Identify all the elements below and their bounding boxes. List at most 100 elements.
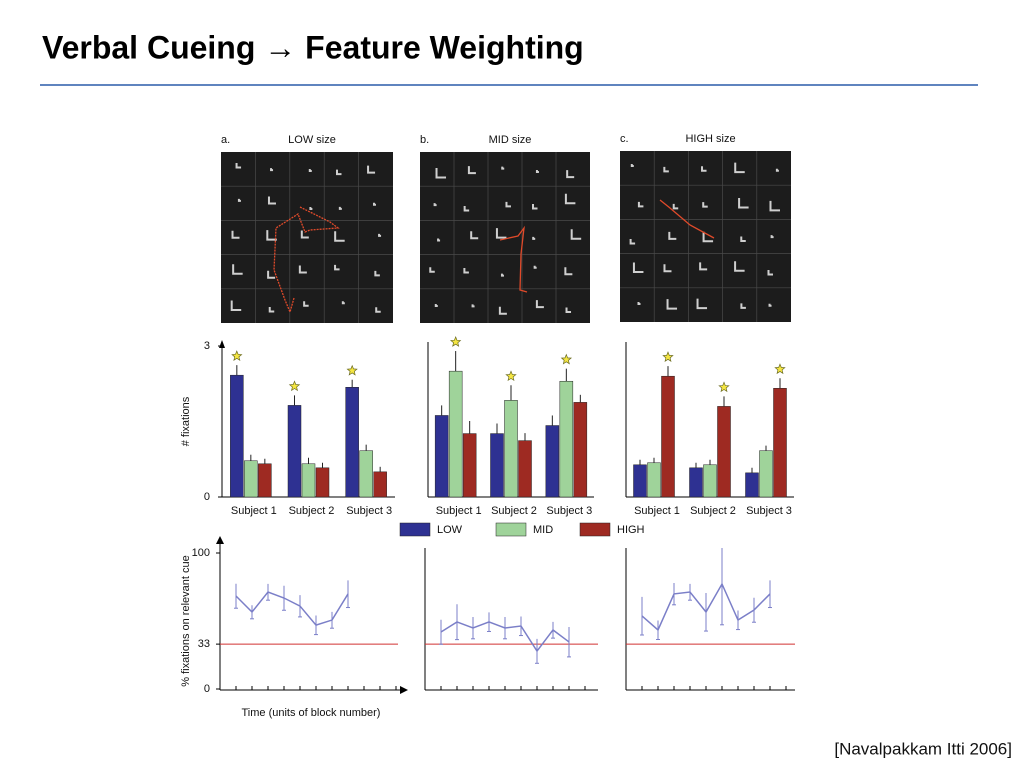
l-shape — [429, 267, 435, 273]
l-shape — [532, 203, 538, 210]
data-line — [641, 582, 771, 632]
cue-star — [718, 381, 730, 393]
x-tick-label: Subject 2 — [491, 505, 537, 517]
l-shape — [505, 201, 511, 208]
x-tick-label: Subject 2 — [289, 505, 335, 517]
l-shape — [232, 264, 243, 275]
l-shape — [770, 235, 774, 239]
l-shape — [437, 238, 441, 242]
bar — [661, 375, 675, 498]
bar — [633, 464, 647, 498]
l-shape — [309, 206, 313, 210]
l-shape — [734, 162, 745, 174]
l-shape — [267, 270, 276, 279]
bar — [773, 388, 787, 498]
l-shape — [374, 270, 380, 277]
x-tick-label: Subject 3 — [546, 505, 592, 517]
l-shape — [434, 304, 438, 308]
bar — [490, 433, 504, 498]
data-line — [440, 621, 570, 653]
l-shape — [471, 304, 475, 308]
display-background — [620, 151, 791, 322]
l-shape — [463, 205, 470, 212]
l-shape — [341, 301, 345, 305]
y-tick-label: 100 — [192, 547, 210, 559]
y-tick-label: 33 — [198, 638, 210, 650]
bar — [244, 460, 258, 498]
cue-star — [774, 363, 786, 375]
panel-label: HIGH size — [685, 133, 735, 145]
cue-star — [231, 350, 243, 361]
l-shape — [266, 230, 277, 241]
l-shape — [734, 261, 745, 272]
l-shape — [768, 303, 772, 307]
l-shape — [470, 231, 479, 240]
panel-letter: c. — [620, 133, 629, 145]
l-shape — [533, 265, 537, 269]
l-shape — [566, 170, 575, 179]
bar — [703, 464, 717, 498]
bar — [759, 450, 773, 498]
cue-star — [346, 364, 358, 376]
bar — [301, 463, 316, 498]
l-shape — [372, 202, 376, 206]
cue-star — [449, 336, 462, 347]
bar — [745, 472, 759, 498]
l-shape — [699, 262, 708, 271]
x-tick-label: Subject 1 — [634, 505, 680, 517]
bar — [518, 440, 532, 498]
l-shape — [663, 264, 672, 273]
l-shape — [535, 169, 539, 173]
scan-path — [499, 225, 528, 293]
x-tick-label: Subject 1 — [231, 505, 277, 517]
l-shape — [268, 307, 275, 313]
axis-arrow — [219, 340, 225, 348]
l-shape — [375, 307, 381, 313]
l-shape — [367, 165, 376, 174]
l-shape — [338, 206, 342, 210]
l-shape — [433, 203, 437, 207]
bar — [647, 462, 661, 498]
bar — [545, 425, 560, 498]
l-shape — [629, 238, 636, 245]
cue-star — [288, 380, 301, 392]
bar — [448, 370, 463, 498]
l-shape — [303, 301, 309, 307]
bar — [315, 467, 330, 498]
l-shape — [637, 201, 644, 208]
l-shape — [632, 262, 644, 273]
l-shape — [740, 236, 746, 242]
bar — [359, 450, 373, 498]
bar — [230, 374, 244, 498]
l-shape — [495, 228, 507, 239]
axis-arrow — [400, 686, 408, 694]
l-shape — [498, 306, 507, 315]
bar — [287, 405, 302, 498]
panel-label: LOW size — [288, 134, 336, 146]
l-shape — [308, 168, 312, 172]
y-tick-label: 3 — [204, 340, 210, 352]
l-shape — [570, 229, 582, 240]
l-shape — [235, 163, 242, 169]
l-shape — [702, 231, 714, 243]
l-shape — [701, 166, 707, 172]
l-shape — [300, 230, 309, 239]
bar — [434, 415, 449, 498]
l-shape — [637, 301, 641, 305]
bar — [573, 402, 588, 498]
bar — [504, 400, 518, 498]
legend-swatch — [495, 522, 527, 537]
panel-letter: b. — [420, 134, 429, 146]
x-axis-label: Time (units of block number) — [242, 707, 381, 719]
bar — [717, 406, 731, 498]
y-tick-label: 0 — [204, 683, 210, 695]
l-shape — [298, 265, 307, 274]
scan-path — [659, 199, 715, 239]
l-shape — [378, 233, 382, 237]
l-shape — [769, 200, 781, 212]
l-shape — [270, 168, 274, 172]
l-shape — [334, 231, 345, 242]
bar — [373, 471, 387, 498]
legend-swatch — [579, 522, 611, 537]
